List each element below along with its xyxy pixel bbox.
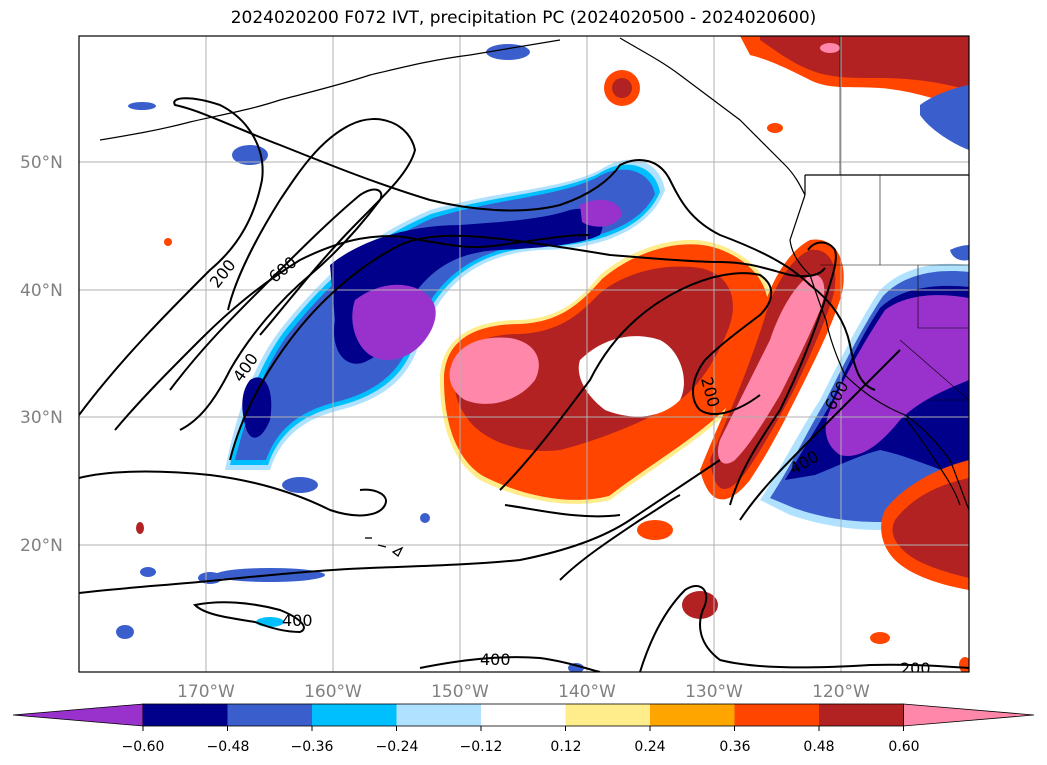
lat-label-40n: 40°N — [20, 281, 63, 301]
colorbar-extend-high — [903, 703, 1035, 727]
colorbar-segment — [650, 704, 735, 726]
colorbar-segment — [396, 704, 481, 726]
colorbar-segments — [12, 703, 1035, 727]
state-borders — [820, 36, 969, 401]
map-frame — [78, 35, 970, 673]
lat-label-20n: 20°N — [20, 536, 63, 556]
colorbar-tick-label: −0.60 — [122, 739, 165, 755]
longitude-labels: 170°W 160°W 150°W 140°W 130°W 120°W — [177, 682, 870, 702]
precipitation-shading — [116, 36, 969, 672]
lat-label-50n: 50°N — [20, 153, 63, 173]
lon-label-120w: 120°W — [812, 682, 870, 702]
colorbar-segment — [734, 704, 819, 726]
colorbar-tick-label: 0.12 — [550, 739, 581, 755]
lon-label-150w: 150°W — [431, 682, 489, 702]
colorbar-ticks — [142, 726, 904, 731]
map-gridlines — [79, 36, 969, 672]
ivt-contour-labels: 200 600 400 200 600 400 400 400 200 — [206, 252, 931, 678]
colorbar: −0.60 −0.48 −0.36 −0.24 −0.12 0.12 0.24 … — [12, 703, 1035, 755]
colorbar-tick-label: 0.24 — [634, 739, 665, 755]
contour-label: 400 — [282, 611, 313, 630]
colorbar-tick-label: −0.24 — [376, 739, 419, 755]
colorbar-tick-label: 0.48 — [803, 739, 834, 755]
colorbar-tick-label: −0.12 — [460, 739, 503, 755]
hawaii-islands — [365, 537, 404, 558]
colorbar-segment — [819, 704, 904, 726]
latitude-labels: 50°N 40°N 30°N 20°N — [20, 153, 63, 556]
ivt-contours — [79, 97, 969, 672]
lon-label-160w: 160°W — [304, 682, 362, 702]
contour-label: 400 — [480, 650, 511, 669]
colorbar-tick-label: 0.36 — [719, 739, 750, 755]
colorbar-segment — [312, 704, 397, 726]
colorbar-tick-label: −0.48 — [207, 739, 250, 755]
colorbar-segment — [227, 704, 312, 726]
map-title: 2024020200 F072 IVT, precipitation PC (2… — [230, 8, 817, 28]
contour-label: 200 — [900, 659, 931, 678]
lon-label-140w: 140°W — [558, 682, 616, 702]
lat-label-30n: 30°N — [20, 408, 63, 428]
colorbar-tick-label: −0.36 — [291, 739, 334, 755]
colorbar-tick-labels: −0.60 −0.48 −0.36 −0.24 −0.12 0.12 0.24 … — [122, 739, 920, 755]
colorbar-tick-label: 0.60 — [888, 739, 919, 755]
colorbar-outline — [142, 703, 904, 727]
lon-label-130w: 130°W — [685, 682, 743, 702]
colorbar-segment — [143, 704, 228, 726]
lon-label-170w: 170°W — [177, 682, 235, 702]
coastlines — [99, 37, 969, 511]
colorbar-segment — [481, 704, 566, 726]
colorbar-extend-low — [12, 703, 144, 727]
colorbar-segment — [565, 704, 650, 726]
